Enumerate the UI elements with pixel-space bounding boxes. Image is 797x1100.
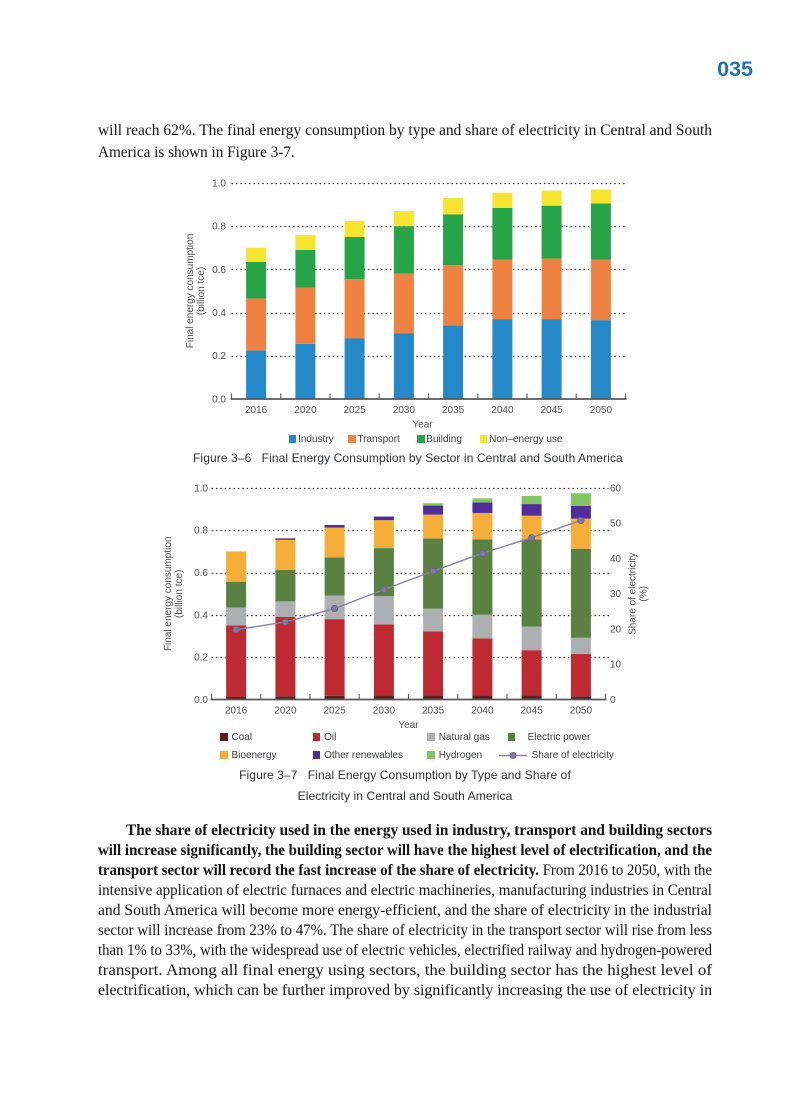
svg-text:2040: 2040 [491,405,514,416]
svg-text:0.8: 0.8 [194,526,208,537]
svg-text:Final energy consumption: Final energy consumption [163,537,174,652]
svg-text:2045: 2045 [540,405,563,416]
svg-text:30: 30 [610,589,622,600]
svg-text:0.4: 0.4 [212,308,226,319]
svg-text:0.6: 0.6 [212,265,226,276]
svg-text:2016: 2016 [245,405,268,416]
svg-text:2045: 2045 [520,706,543,717]
svg-text:2035: 2035 [442,405,465,416]
svg-text:0.0: 0.0 [212,394,226,405]
svg-text:(%): (%) [639,586,650,602]
svg-text:2035: 2035 [422,706,445,717]
svg-text:50: 50 [610,519,622,530]
svg-text:1.0: 1.0 [194,483,208,494]
svg-text:Final energy consumption: Final energy consumption [185,234,196,349]
svg-text:20: 20 [610,624,622,635]
svg-text:40: 40 [610,554,622,565]
svg-text:0.4: 0.4 [194,610,208,621]
svg-text:2030: 2030 [373,706,396,717]
svg-text:60: 60 [610,483,622,494]
svg-text:0.2: 0.2 [194,653,208,664]
svg-text:0.6: 0.6 [194,568,208,579]
svg-text:Year: Year [412,420,433,431]
svg-text:(billion tce): (billion tce) [196,267,207,315]
svg-text:2030: 2030 [393,405,416,416]
svg-text:10: 10 [610,660,622,671]
svg-text:0: 0 [610,695,616,706]
svg-text:2050: 2050 [570,706,593,717]
svg-text:2020: 2020 [274,706,297,717]
svg-text:Share of electricity: Share of electricity [628,553,639,635]
svg-text:2040: 2040 [471,706,494,717]
svg-text:1.0: 1.0 [212,178,226,189]
svg-text:0.2: 0.2 [212,351,226,362]
svg-text:Year: Year [398,720,419,731]
svg-text:2016: 2016 [225,706,248,717]
svg-text:0.8: 0.8 [212,222,226,233]
svg-text:2025: 2025 [343,405,366,416]
svg-text:0.0: 0.0 [194,695,208,706]
svg-text:2025: 2025 [323,706,346,717]
svg-text:2050: 2050 [590,405,613,416]
svg-text:2020: 2020 [294,405,317,416]
svg-text:(billion tce): (billion tce) [174,570,185,618]
